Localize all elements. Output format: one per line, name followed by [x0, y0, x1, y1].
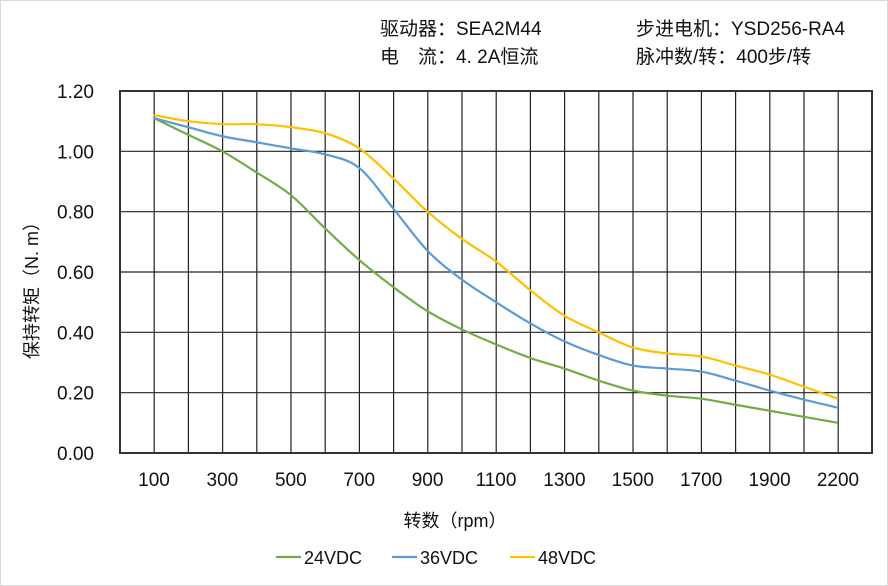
y-tick-label: 1.20	[57, 82, 94, 103]
legend-label: 24VDC	[304, 548, 362, 568]
x-tick-label: 900	[412, 470, 444, 491]
pulses-label: 脉冲数/转：400步/转	[636, 47, 812, 68]
x-tick-label: 1500	[612, 470, 654, 491]
legend-label: 36VDC	[420, 548, 478, 568]
y-tick-label: 0.40	[57, 323, 94, 344]
x-axis-label: 转数（rpm）	[404, 511, 507, 531]
x-tick-label: 700	[343, 470, 375, 491]
x-tick-label: 1900	[748, 470, 790, 491]
series-line-36VDC	[153, 117, 839, 409]
x-tick-label: 500	[275, 470, 307, 491]
y-tick-label: 0.00	[57, 444, 94, 465]
legend-label: 48VDC	[538, 548, 596, 568]
x-tick-label: 1300	[543, 470, 585, 491]
x-tick-label: 100	[138, 470, 170, 491]
driver-label: 驱动器：SEA2M44	[380, 19, 542, 40]
motor-label: 步进电机：YSD256-RA4	[636, 19, 846, 40]
series-line-48VDC	[153, 114, 839, 400]
y-axis-label: 保持转矩（N. m）	[22, 213, 42, 359]
x-tick-label: 2200	[817, 470, 859, 491]
x-tick-label: 300	[207, 470, 239, 491]
current-label: 电 流：4. 2A恒流	[380, 47, 539, 68]
y-tick-label: 0.80	[57, 203, 94, 224]
x-tick-label: 1700	[680, 470, 722, 491]
x-tick-label: 1100	[476, 470, 517, 491]
y-tick-label: 0.60	[57, 263, 94, 284]
y-tick-label: 1.00	[57, 142, 94, 163]
series-line-24VDC	[153, 117, 839, 424]
plot-border	[119, 90, 873, 454]
y-tick-label: 0.20	[57, 384, 94, 405]
